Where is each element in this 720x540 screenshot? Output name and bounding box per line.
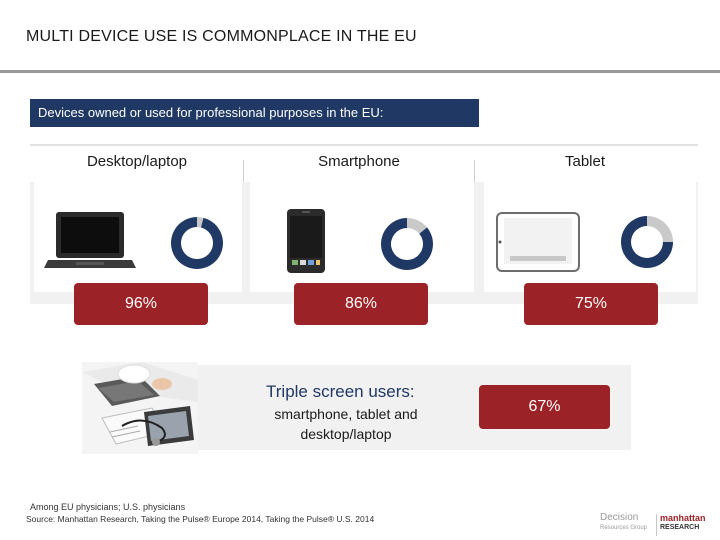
manhattan-logo-subtext: RESEARCH <box>660 524 700 531</box>
decision-logo-subtext: Resources Group <box>600 525 648 531</box>
smartphone-icon <box>287 209 325 273</box>
donut-remainder-slice <box>647 216 673 242</box>
tablet-icon <box>496 212 580 272</box>
triple-screen-description: smartphone, tablet and desktop/laptop <box>274 406 418 442</box>
donut-share-slice <box>381 218 433 270</box>
donut-tablet <box>621 216 673 268</box>
donut-remainder-slice <box>197 217 204 228</box>
footnote-source: Source: Manhattan Research, Taking the P… <box>26 514 375 524</box>
footnote-population: Among EU physicians; U.S. physicians <box>30 502 186 512</box>
donut-share-slice <box>621 216 673 268</box>
donut-remainder-slice <box>407 218 428 234</box>
manhattan-logo-text: manhattan <box>660 513 706 523</box>
percent-badge-tablet: 75% <box>524 283 658 325</box>
device-label-tablet: Tablet <box>564 153 606 170</box>
logo-divider <box>656 514 657 536</box>
decision-logo-text: Decision <box>600 512 639 523</box>
percent-badge-smartphone: 86% <box>294 283 428 325</box>
percent-badge-triple: 67% <box>479 385 610 429</box>
title-divider <box>0 70 720 73</box>
manhattan-research-logo: manhattan RESEARCH <box>660 513 706 533</box>
donut-share-slice <box>171 217 223 269</box>
device-header-row <box>30 144 698 182</box>
donut-desktop <box>171 217 223 269</box>
device-label-desktop: Desktop/laptop <box>86 153 188 170</box>
physician-desk-photo <box>82 362 198 454</box>
device-label-smartphone: Smartphone <box>318 153 400 170</box>
column-divider <box>243 160 244 182</box>
device-card-smartphone <box>250 180 474 292</box>
page-title: MULTI DEVICE USE IS COMMONPLACE IN THE E… <box>26 28 417 45</box>
triple-screen-title: Triple screen users: <box>266 382 415 401</box>
percent-badge-desktop: 96% <box>74 283 208 325</box>
column-divider <box>474 160 475 182</box>
decision-resources-logo: Decision Resources Group <box>600 513 647 533</box>
subtitle-banner: Devices owned or used for professional p… <box>30 99 479 127</box>
donut-smartphone <box>381 218 433 270</box>
laptop-icon <box>44 212 136 268</box>
